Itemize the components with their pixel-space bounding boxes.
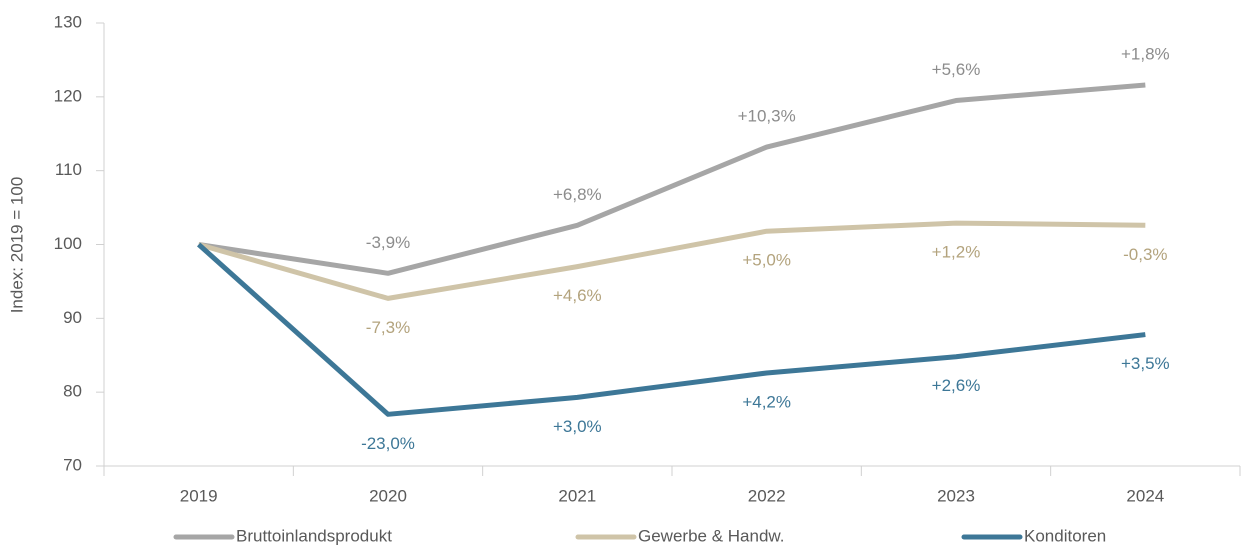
data-label: +5,6% [932, 60, 981, 79]
series-line [197, 220, 1146, 301]
y-tick-label: 70 [63, 455, 82, 474]
x-tick-label: 2019 [180, 486, 218, 505]
data-label: +10,3% [738, 107, 796, 126]
data-label: -23,0% [361, 434, 415, 453]
data-label: -3,9% [366, 233, 410, 252]
data-label: -0,3% [1123, 245, 1167, 264]
data-label: +2,6% [932, 376, 981, 395]
x-tick-label: 2020 [369, 486, 407, 505]
legend-label: Gewerbe & Handw. [638, 526, 784, 545]
y-axis-label: Index: 2019 = 100 [7, 177, 26, 314]
x-tick-label: 2024 [1126, 486, 1164, 505]
data-label: +4,6% [553, 286, 602, 305]
x-tick-label: 2021 [558, 486, 596, 505]
legend-label: Bruttoinlandsprodukt [236, 526, 392, 545]
data-label: +6,8% [553, 185, 602, 204]
y-tick-label: 90 [63, 308, 82, 327]
data-label: +1,2% [932, 243, 981, 262]
y-tick-label: 80 [63, 382, 82, 401]
series-line [198, 82, 1146, 276]
data-label: +5,0% [742, 251, 791, 270]
y-tick-label: 100 [54, 234, 82, 253]
x-tick-label: 2022 [748, 486, 786, 505]
legend-label: Konditoren [1024, 526, 1106, 545]
x-tick-label: 2023 [937, 486, 975, 505]
data-label: -7,3% [366, 318, 410, 337]
y-tick-label: 120 [54, 86, 82, 105]
data-label: +4,2% [742, 392, 791, 411]
data-label: +3,5% [1121, 354, 1170, 373]
data-label: +3,0% [553, 417, 602, 436]
data-label: +1,8% [1121, 45, 1170, 64]
y-tick-label: 130 [54, 12, 82, 31]
series-line [196, 242, 1146, 417]
y-tick-label: 110 [55, 160, 82, 179]
